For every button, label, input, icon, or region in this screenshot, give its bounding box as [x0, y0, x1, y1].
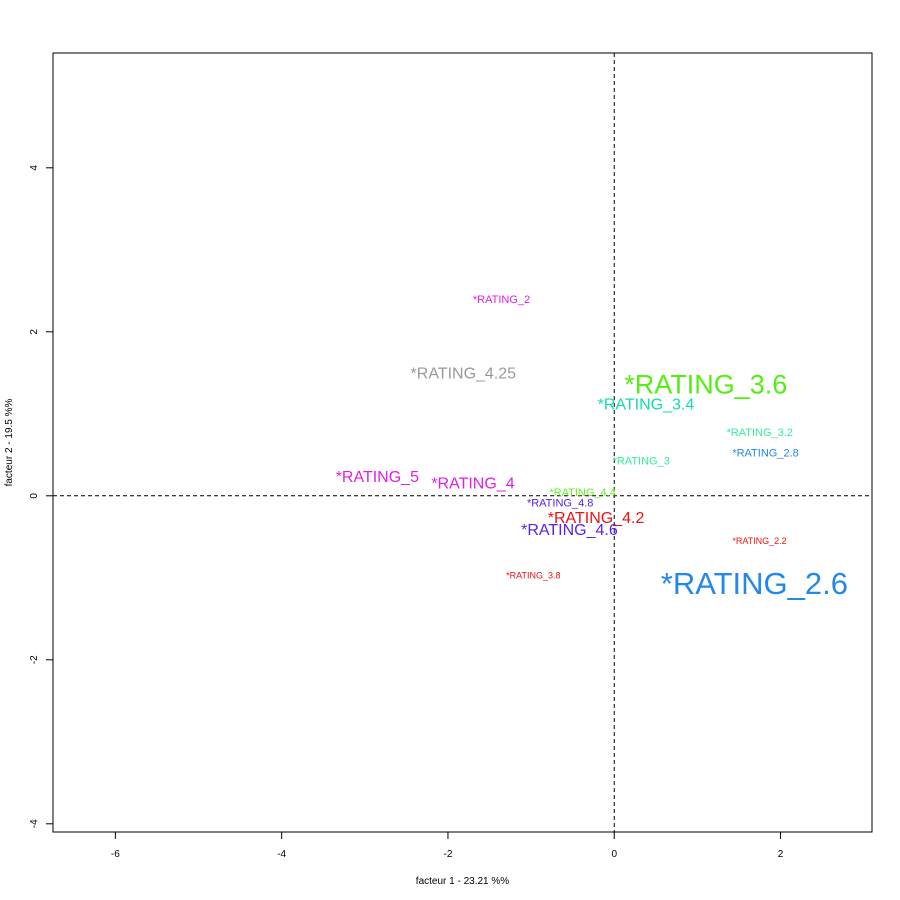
x-tick-label: 0 [611, 849, 617, 860]
point-label: *RATING_4 [431, 475, 514, 492]
point-label: *RATING_4.25 [411, 366, 517, 383]
point-label: *RATING_4.8 [527, 497, 593, 509]
plot-frame [52, 52, 873, 833]
y-tick-label: -2 [29, 655, 40, 664]
x-tick-label: 2 [778, 849, 784, 860]
point-label: *RATING_5 [336, 469, 419, 486]
point-label: *RATING_3.2 [726, 427, 792, 439]
point-label: *RATING_3.8 [506, 571, 560, 581]
point-label: *RATING_2 [473, 294, 530, 306]
point-label: *RATING_3 [613, 456, 670, 468]
point-label: *RATING_3.6 [624, 369, 787, 399]
x-axis-title: facteur 1 - 23.21 %% [416, 876, 509, 887]
point-label: *RATING_4.4 [549, 487, 615, 499]
point-label: *RATING_2.2 [732, 536, 786, 546]
x-tick-label: -4 [277, 849, 286, 860]
y-axis-title: facteur 2 - 19.5 %% [4, 398, 15, 486]
point-labels: *RATING_2*RATING_4.25 *RATING_3.6*RATING_… [336, 294, 848, 601]
reference-lines [53, 53, 872, 832]
point-label: *RATING_4.6 [521, 522, 618, 539]
y-axis: -4 -2 0 2 4 [29, 165, 53, 828]
y-tick-label: 4 [29, 165, 40, 171]
x-tick-label: -6 [111, 849, 120, 860]
point-label: *RATING_3.4 [598, 397, 695, 414]
y-tick-label: 2 [29, 329, 40, 335]
x-axis: -6 -4 -2 0 2 [111, 832, 784, 860]
x-tick-label: -2 [443, 849, 452, 860]
y-tick-label: 0 [29, 493, 40, 499]
y-tick-label: -4 [29, 819, 40, 828]
point-label: *RATING_2.8 [732, 447, 798, 459]
point-label: *RATING_2.6 [661, 566, 848, 601]
point-label: *RATING_4.2 [548, 510, 645, 527]
